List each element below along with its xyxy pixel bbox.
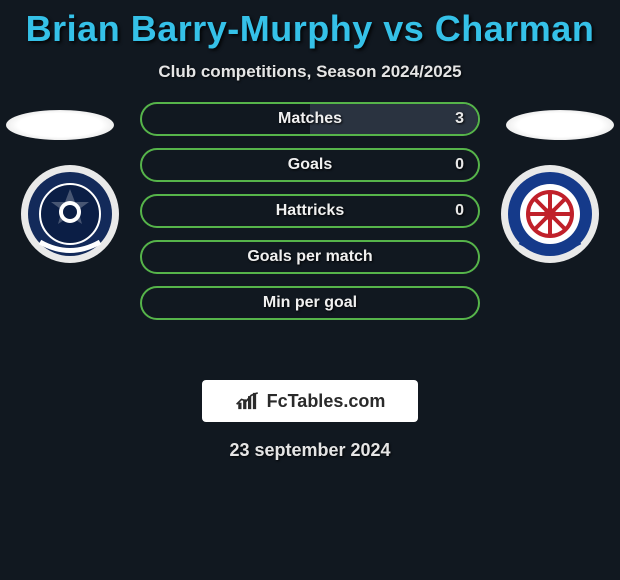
date-text: 23 september 2024 — [0, 440, 620, 461]
stat-label: Min per goal — [142, 288, 478, 318]
page-title: Brian Barry-Murphy vs Charman — [0, 0, 620, 50]
stat-value-right: 3 — [455, 104, 464, 134]
hartlepool-badge-icon — [500, 164, 600, 264]
stat-label: Goals per match — [142, 242, 478, 272]
right-flag-ellipse — [506, 110, 614, 140]
left-club-badge — [20, 164, 120, 264]
stat-row: Hattricks0 — [140, 194, 480, 228]
stat-bars: Matches3Goals0Hattricks0Goals per matchM… — [140, 102, 480, 332]
comparison-stage: Matches3Goals0Hattricks0Goals per matchM… — [0, 114, 620, 374]
stat-label: Goals — [142, 150, 478, 180]
stat-row: Goals per match — [140, 240, 480, 274]
rochdale-badge-icon — [20, 164, 120, 264]
brand-text: FcTables.com — [267, 391, 386, 412]
chart-icon — [235, 390, 261, 412]
left-flag-ellipse — [6, 110, 114, 140]
subtitle: Club competitions, Season 2024/2025 — [0, 62, 620, 82]
stat-row: Matches3 — [140, 102, 480, 136]
stat-value-right: 0 — [455, 196, 464, 226]
right-club-badge — [500, 164, 600, 264]
stat-row: Min per goal — [140, 286, 480, 320]
stat-label: Hattricks — [142, 196, 478, 226]
stat-row: Goals0 — [140, 148, 480, 182]
stat-label: Matches — [142, 104, 478, 134]
stat-value-right: 0 — [455, 150, 464, 180]
brand-box: FcTables.com — [202, 380, 418, 422]
